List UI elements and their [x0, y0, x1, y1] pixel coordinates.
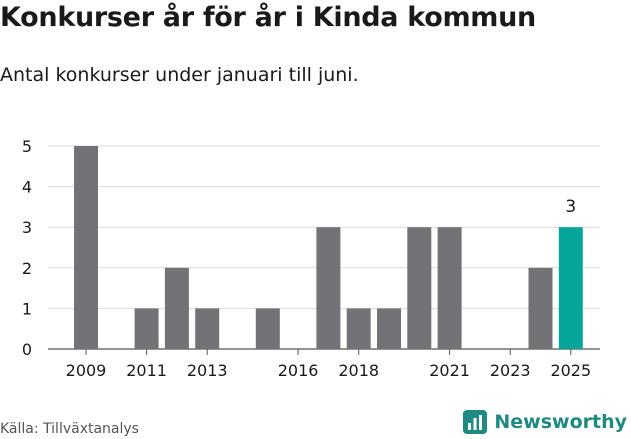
bars — [74, 146, 583, 349]
bar-2017 — [316, 227, 341, 349]
bar-2025 — [558, 227, 583, 349]
bar-2015 — [255, 308, 280, 349]
x-tick-label: 2021 — [429, 361, 470, 380]
y-tick-label: 4 — [22, 178, 32, 197]
y-axis-ticks: 0 1 2 3 4 5 — [22, 137, 32, 359]
y-tick-label: 3 — [22, 218, 32, 237]
newsworthy-logo-icon — [463, 410, 488, 434]
bar-2024 — [528, 267, 553, 349]
bar-2020 — [407, 227, 432, 349]
bar-2018 — [346, 308, 371, 349]
source-note: Källa: Tillväxtanalys — [0, 421, 139, 437]
bar-2021 — [437, 227, 462, 349]
bar-2013 — [195, 308, 220, 349]
x-tick-label: 2009 — [66, 361, 107, 380]
y-tick-label: 0 — [22, 340, 32, 359]
x-axis-ticks: 2009 2011 2013 2016 2018 2021 2023 2025 — [66, 349, 591, 380]
newsworthy-logo: Newsworthy — [462, 409, 627, 435]
data-label: 3 — [565, 197, 576, 217]
data-labels: 3 — [565, 197, 576, 217]
bar-2019 — [377, 308, 401, 349]
brand-name: Newsworthy — [494, 411, 627, 433]
bar-2009 — [74, 146, 98, 349]
y-tick-label: 2 — [22, 259, 32, 278]
y-tick-label: 1 — [22, 299, 32, 318]
x-tick-label: 2013 — [187, 361, 228, 380]
x-tick-label: 2025 — [550, 361, 591, 380]
x-tick-label: 2018 — [338, 361, 379, 380]
bar-2011 — [134, 308, 159, 349]
x-tick-label: 2016 — [278, 361, 319, 380]
chart-subtitle: Antal konkurser under januari till juni. — [0, 64, 359, 86]
bar-2012 — [164, 267, 189, 349]
chart-title: Konkurser år för år i Kinda kommun — [0, 2, 536, 33]
x-tick-label: 2023 — [490, 361, 531, 380]
y-tick-label: 5 — [22, 137, 32, 156]
x-tick-label: 2011 — [126, 361, 167, 380]
